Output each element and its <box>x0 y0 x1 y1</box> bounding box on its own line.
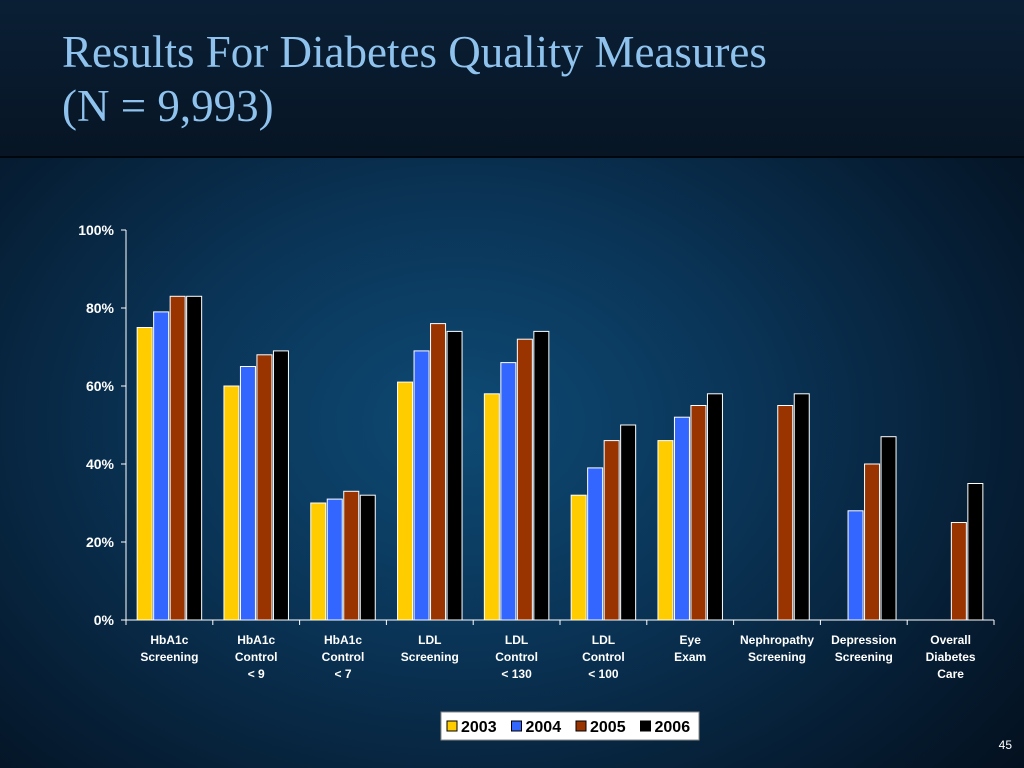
y-tick-label: 0% <box>94 612 115 628</box>
x-tick-label: HbA1c <box>237 633 275 647</box>
bar-2006-8 <box>793 393 810 621</box>
bar-2005-1 <box>169 295 186 621</box>
bar-2006-7 <box>706 393 723 621</box>
x-tick-label: Control <box>235 650 278 664</box>
legend-swatch-2005 <box>575 720 587 732</box>
x-tick-label: Exam <box>674 650 706 664</box>
legend-swatch-2003 <box>446 720 458 732</box>
bar-2004-3 <box>326 498 343 621</box>
legend-label-2004: 2004 <box>526 719 562 736</box>
bar-2005-9 <box>864 463 881 621</box>
bar-2003-5 <box>483 393 500 621</box>
y-tick-label: 60% <box>86 378 115 394</box>
bar-2006-2 <box>272 350 289 621</box>
bar-2006-1 <box>186 295 203 621</box>
bar-2005-3 <box>343 490 360 621</box>
bar-2003-7 <box>657 440 674 621</box>
bar-2004-2 <box>239 366 256 621</box>
x-tick-label: < 7 <box>334 667 351 681</box>
x-tick-label: Nephropathy <box>740 633 814 647</box>
bar-2004-1 <box>153 311 170 621</box>
legend-label-2005: 2005 <box>590 719 626 736</box>
slide-number: 45 <box>998 738 1012 752</box>
x-tick-label: Screening <box>748 650 806 664</box>
bar-2005-7 <box>690 405 707 621</box>
x-tick-label: Screening <box>835 650 893 664</box>
legend-box <box>440 711 700 741</box>
slide-subtitle: (N = 9,993) <box>62 81 274 131</box>
x-tick-label: Control <box>582 650 625 664</box>
bar-2005-5 <box>516 338 533 621</box>
legend-swatch-2006 <box>640 720 651 732</box>
x-tick-label: HbA1c <box>150 633 188 647</box>
x-tick-label: Screening <box>140 650 198 664</box>
x-tick-label: LDL <box>505 633 528 647</box>
y-tick-label: 20% <box>86 534 115 550</box>
bar-2006-9 <box>880 436 897 621</box>
bar-2003-6 <box>570 494 587 621</box>
x-tick-label: Depression <box>831 633 896 647</box>
chart-legend: 2003 2004 2005 2006 <box>440 711 700 741</box>
y-tick-label: 100% <box>78 222 114 238</box>
x-tick-label: < 100 <box>588 667 619 681</box>
bar-2004-5 <box>500 362 517 621</box>
title-band: Results For Diabetes Quality Measures (N… <box>0 0 1024 158</box>
slide-title: Results For Diabetes Quality Measures <box>62 27 767 77</box>
x-tick-label: Screening <box>401 650 459 664</box>
bar-2006-10 <box>967 483 984 621</box>
bar-2006-6 <box>620 424 637 621</box>
bar-2005-10 <box>950 522 967 621</box>
x-tick-label: Eye <box>680 633 702 647</box>
bar-2003-2 <box>223 385 240 621</box>
bar-2003-1 <box>136 327 153 621</box>
y-tick-label: 40% <box>86 456 115 472</box>
bar-2004-7 <box>673 416 690 621</box>
legend-label-2003: 2003 <box>461 719 497 736</box>
x-tick-label: Overall <box>930 633 971 647</box>
bar-2005-2 <box>256 354 273 621</box>
x-tick-label: < 9 <box>248 667 265 681</box>
bar-2004-4 <box>413 350 430 621</box>
x-tick-label: Control <box>322 650 365 664</box>
chart-bars <box>136 295 984 621</box>
x-tick-label: HbA1c <box>324 633 362 647</box>
bar-2004-6 <box>587 467 604 621</box>
bar-2005-4 <box>430 323 447 621</box>
x-tick-label: Diabetes <box>926 650 976 664</box>
x-tick-label: LDL <box>592 633 615 647</box>
bar-2006-4 <box>446 330 463 621</box>
bar-2005-6 <box>603 440 620 621</box>
x-axis-labels: HbA1c Screening HbA1c Control < 9 HbA1c Contro… <box>140 633 976 681</box>
bar-2003-3 <box>310 502 327 621</box>
bar-2005-8 <box>777 405 794 621</box>
bar-2006-5 <box>533 330 550 621</box>
bar-2004-9 <box>847 510 864 621</box>
legend-swatch-2004 <box>511 720 522 732</box>
bar-2003-4 <box>397 381 414 621</box>
y-tick-label: 80% <box>86 300 115 316</box>
x-tick-label: LDL <box>418 633 441 647</box>
bar-2006-3 <box>359 494 376 621</box>
x-tick-label: Control <box>495 650 538 664</box>
legend-label-2006: 2006 <box>655 719 691 736</box>
x-tick-label: Care <box>937 667 964 681</box>
x-tick-label: < 130 <box>501 667 532 681</box>
